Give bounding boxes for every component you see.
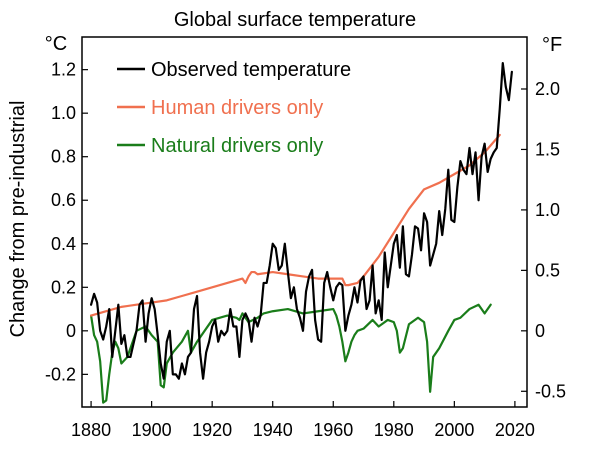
right-y-axis-unit: °F — [542, 34, 562, 56]
series-line-observed-temperature — [89, 62, 513, 380]
left-y-tick-label: 0.6 — [51, 190, 76, 210]
right-y-tick-label: -0.5 — [535, 381, 566, 401]
chart-title: Global surface temperature — [174, 9, 416, 31]
right-y-tick-label: 1.0 — [535, 200, 560, 220]
legend: Observed temperature Human drivers only Na… — [117, 59, 351, 157]
x-tick-label: 1920 — [192, 420, 232, 440]
x-tick-label: 2000 — [434, 420, 474, 440]
left-y-tick-label: 1.0 — [51, 103, 76, 123]
x-tick-label: 1960 — [313, 420, 353, 440]
left-y-tick-label: 1.2 — [51, 60, 76, 80]
x-tick-label: 1880 — [71, 420, 111, 440]
left-y-tick-label: 0.8 — [51, 147, 76, 167]
left-y-tick-label: 0 — [66, 321, 76, 341]
right-y-tick-label: 1.5 — [535, 139, 560, 159]
right-y-tick-label: 2.0 — [535, 79, 560, 99]
x-tick-label: 1940 — [253, 420, 293, 440]
left-y-tick-label: -0.2 — [45, 364, 76, 384]
right-y-tick-label: 0 — [535, 321, 545, 341]
plot-frame — [81, 36, 528, 408]
series-layer — [89, 62, 513, 404]
x-tick-label: 1900 — [132, 420, 172, 440]
right-y-axis-ticks: -0.5 0 0.5 1.0 1.5 2.0 — [521, 79, 566, 401]
left-y-tick-label: 0.2 — [51, 277, 76, 297]
left-y-axis-label: Change from pre-industrial — [7, 101, 29, 338]
legend-label: Observed temperature — [151, 59, 351, 81]
legend-label: Human drivers only — [151, 97, 323, 119]
x-tick-label: 1980 — [374, 420, 414, 440]
x-axis-ticks: 1880 1900 1920 1940 1960 1980 2000 2020 — [71, 401, 535, 440]
left-y-axis-unit: °C — [45, 33, 67, 55]
left-y-axis-ticks: -0.2 0 0.2 0.4 0.6 0.8 1.0 1.2 — [45, 60, 88, 384]
legend-label: Natural drivers only — [151, 135, 323, 157]
x-tick-label: 2020 — [495, 420, 535, 440]
right-y-tick-label: 0.5 — [535, 260, 560, 280]
left-y-tick-label: 0.4 — [51, 234, 76, 254]
